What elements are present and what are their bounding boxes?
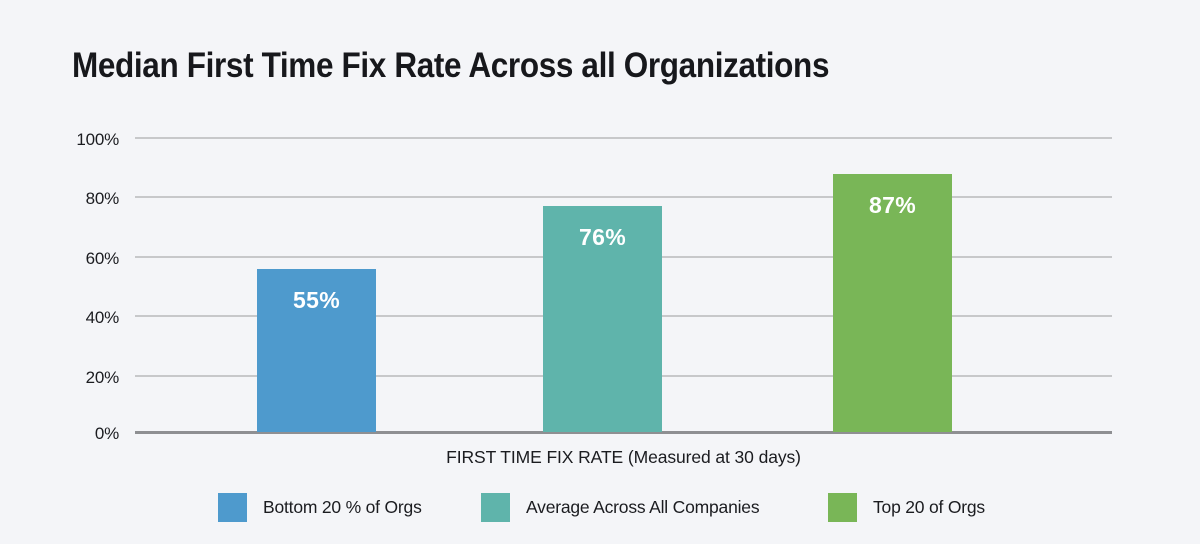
legend-item-top-20: Top 20 of Orgs: [828, 493, 985, 522]
chart-title: Median First Time Fix Rate Across all Or…: [72, 46, 830, 85]
gridline-80: [135, 196, 1112, 198]
x-axis-title: FIRST TIME FIX RATE (Measured at 30 days…: [446, 447, 801, 467]
legend-swatch-teal: [481, 493, 510, 522]
legend-swatch-blue: [218, 493, 247, 522]
y-tick-label: 60%: [85, 249, 120, 268]
y-tick-label: 40%: [85, 308, 120, 327]
y-tick-label: 20%: [85, 368, 120, 387]
legend-label: Bottom 20 % of Orgs: [263, 497, 422, 517]
y-tick-label: 100%: [76, 130, 119, 149]
bar-value-label: 87%: [869, 192, 916, 218]
legend-swatch-green: [828, 493, 857, 522]
legend-label: Top 20 of Orgs: [873, 497, 985, 517]
bar-bottom-20-percent-orgs: 55%: [257, 269, 376, 432]
y-tick-label: 0%: [94, 424, 119, 443]
y-tick-label: 80%: [85, 189, 120, 208]
bar-value-label: 55%: [293, 287, 340, 313]
bar-value-label: 76%: [579, 224, 626, 250]
legend-item-bottom-20: Bottom 20 % of Orgs: [218, 493, 422, 522]
x-axis-line: [135, 431, 1112, 434]
legend-label: Average Across All Companies: [526, 497, 760, 517]
legend-item-average: Average Across All Companies: [481, 493, 760, 522]
bar-average-all-companies: 76%: [543, 206, 662, 432]
plot-area: 100% 80% 60% 40% 20% 0% 55% 76% 87%: [76, 130, 1112, 443]
bar-top-20-orgs: 87%: [833, 174, 952, 432]
gridline-100: [135, 137, 1112, 139]
